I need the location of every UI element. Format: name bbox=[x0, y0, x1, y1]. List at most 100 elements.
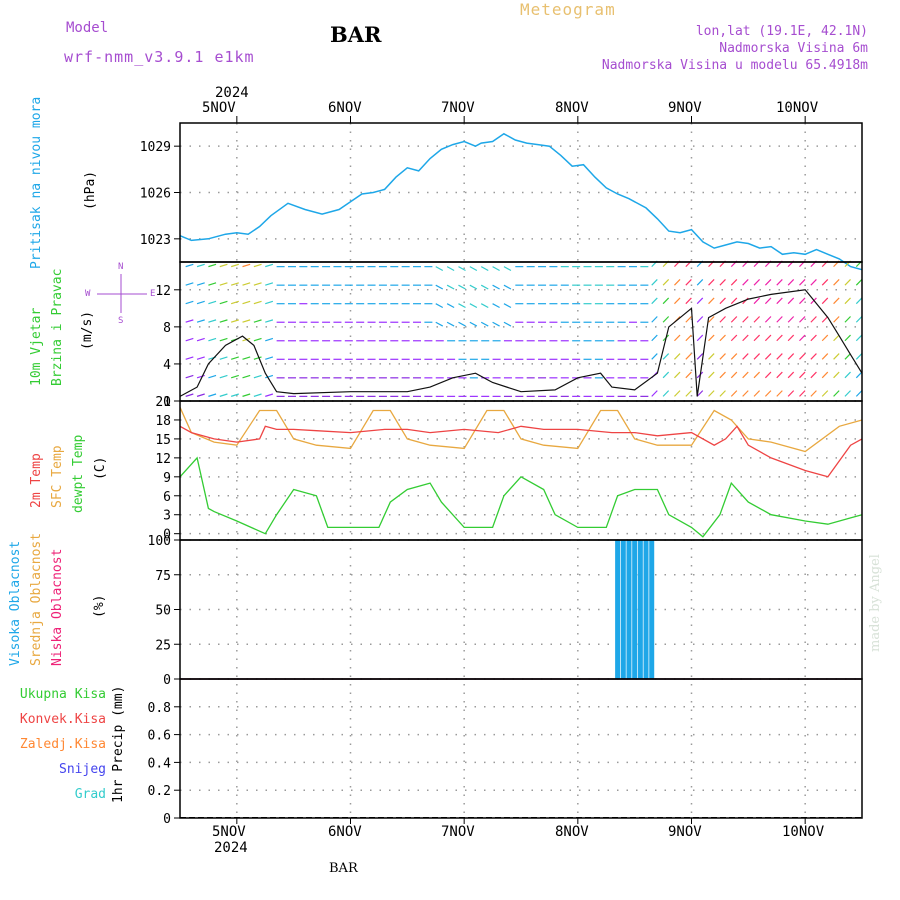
wind-barb bbox=[787, 353, 795, 360]
precip-unit: 1hr Precip (mm) bbox=[111, 685, 126, 803]
wind-barb bbox=[719, 279, 726, 286]
wind-barb bbox=[787, 390, 795, 397]
wind-barb bbox=[208, 374, 217, 379]
coordinates: lon,lat (19.1E, 42.1N) bbox=[695, 24, 868, 39]
wind-barb bbox=[242, 356, 251, 360]
wind-barb bbox=[696, 316, 704, 323]
day-label-top: 6NOV bbox=[328, 100, 362, 116]
wind-barb bbox=[685, 390, 692, 397]
legend-freezing: Zaledj.Kisa bbox=[19, 737, 106, 752]
wind-barb bbox=[787, 279, 795, 286]
wind-barb bbox=[708, 390, 715, 397]
wind-barb bbox=[844, 353, 851, 360]
compass-s: S bbox=[118, 316, 124, 326]
wind-barb bbox=[469, 321, 478, 327]
wind-barb bbox=[685, 279, 692, 286]
wind-barb bbox=[219, 393, 228, 397]
compass-w: W bbox=[85, 289, 91, 299]
y-tick-label: 0.8 bbox=[148, 701, 171, 716]
wind-barb bbox=[833, 279, 840, 286]
wind-barb bbox=[708, 297, 715, 305]
wind-barb bbox=[492, 266, 500, 271]
wind-barb bbox=[196, 263, 205, 268]
day-label-top: 8NOV bbox=[555, 100, 589, 116]
wind-barb bbox=[458, 266, 466, 271]
wind-barb bbox=[833, 390, 840, 397]
wind-barb bbox=[469, 266, 478, 271]
wind-barb bbox=[787, 334, 795, 342]
legend-hail: Grad bbox=[74, 787, 106, 802]
wind-barb bbox=[844, 371, 851, 379]
wind-barb bbox=[458, 321, 466, 327]
wind-barb bbox=[651, 353, 658, 360]
y-tick-label: 0 bbox=[163, 812, 171, 827]
wind-barb bbox=[492, 321, 500, 327]
wind-barb bbox=[753, 371, 761, 379]
elevation: Nadmorska Visina 6m bbox=[719, 41, 868, 56]
wind-label: 10m Vjetar bbox=[29, 307, 44, 386]
wind-barb bbox=[469, 303, 478, 309]
wind-barb bbox=[674, 279, 681, 286]
wind-barb bbox=[730, 297, 738, 305]
wind-barb bbox=[185, 263, 194, 268]
wind-barb bbox=[196, 356, 205, 360]
wind-barb bbox=[196, 319, 205, 323]
wind-barb bbox=[742, 279, 749, 286]
legend-convective: Konvek.Kisa bbox=[19, 712, 106, 727]
wind-barb bbox=[821, 371, 829, 379]
station-title: BAR bbox=[330, 22, 382, 47]
wind-barb bbox=[208, 263, 217, 268]
wind-barb bbox=[230, 374, 239, 379]
wind-barb bbox=[833, 353, 840, 360]
y-tick-label: 21 bbox=[155, 395, 171, 410]
wind-barb bbox=[230, 300, 239, 305]
wind-barb bbox=[185, 356, 194, 360]
day-label-bottom: 7NOV bbox=[441, 824, 475, 840]
wind-barb bbox=[833, 371, 840, 379]
wind-barb bbox=[844, 334, 851, 342]
wind-barb bbox=[855, 353, 863, 360]
day-label-top: 9NOV bbox=[668, 100, 702, 116]
dewpt-line bbox=[179, 456, 863, 538]
wind-barb bbox=[844, 316, 851, 323]
wind-barb bbox=[662, 371, 670, 379]
wind-barb bbox=[730, 353, 738, 360]
wind-barb bbox=[185, 393, 194, 397]
wind-barb bbox=[196, 337, 205, 342]
high-cloud-bar bbox=[615, 540, 621, 679]
wind-barb bbox=[674, 371, 681, 379]
wind-barb bbox=[776, 297, 783, 305]
y-tick-label: 18 bbox=[155, 414, 171, 429]
wind-barb bbox=[810, 316, 817, 323]
wind-barb bbox=[219, 337, 228, 342]
y-tick-label: 0 bbox=[163, 395, 171, 410]
wind-barb bbox=[799, 390, 806, 397]
y-tick-label: 1023 bbox=[140, 233, 171, 248]
wind-barb bbox=[821, 297, 829, 305]
wind-barb bbox=[730, 371, 738, 379]
wind-barb bbox=[674, 297, 681, 305]
wind-barb bbox=[446, 303, 455, 309]
wind-barb bbox=[651, 334, 658, 342]
wind-barb bbox=[480, 284, 489, 290]
temp-2m-line bbox=[179, 425, 863, 478]
wind-barb bbox=[776, 279, 783, 286]
wind-barb bbox=[230, 356, 239, 360]
wind-barb bbox=[810, 390, 817, 397]
high-cloud-bar bbox=[620, 540, 626, 679]
wind-barb bbox=[787, 316, 795, 323]
wind-barb bbox=[696, 334, 704, 342]
y-tick-label: 12 bbox=[155, 284, 171, 299]
wind-barb bbox=[719, 390, 726, 397]
wind-barb bbox=[696, 279, 704, 286]
temp-panel-frame bbox=[179, 400, 863, 541]
wind-barb bbox=[685, 371, 692, 379]
wind-barb bbox=[230, 393, 239, 397]
grid-lines bbox=[180, 123, 862, 818]
wind-barb bbox=[219, 300, 228, 305]
wind-barb bbox=[844, 390, 851, 397]
wind-speed-line bbox=[179, 289, 863, 397]
wind-barb bbox=[185, 374, 194, 379]
wind-barb bbox=[764, 334, 772, 342]
wind-barb bbox=[799, 316, 806, 323]
